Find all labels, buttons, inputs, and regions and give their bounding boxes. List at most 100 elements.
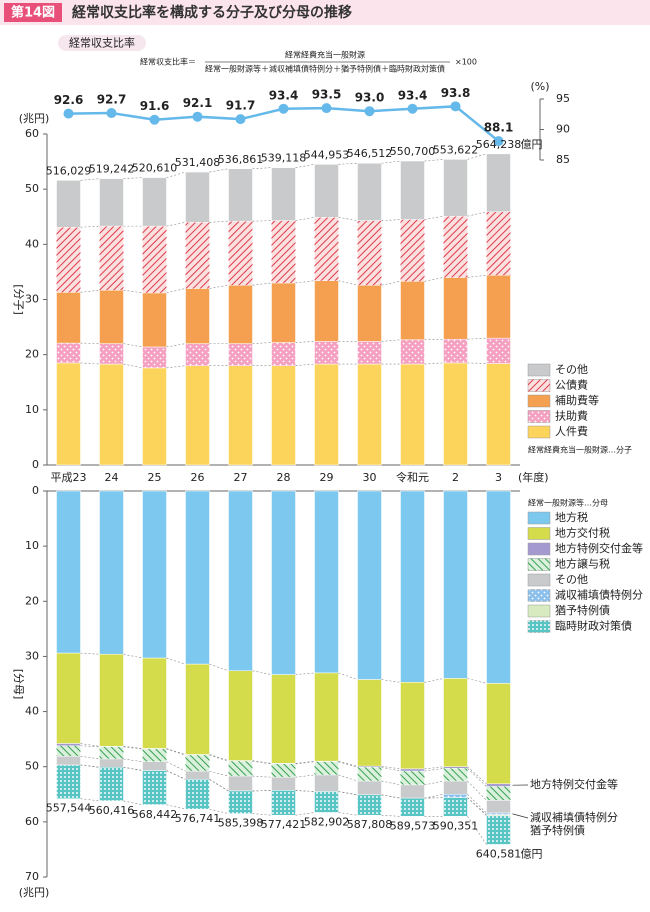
formula-multiplier: ×100 (455, 58, 477, 67)
connector (252, 282, 272, 286)
connector (166, 804, 186, 810)
pattern-overlay (443, 797, 468, 817)
pattern-overlay (314, 341, 339, 365)
pattern-overlay (99, 343, 124, 365)
ratio-point (450, 101, 461, 112)
pattern-overlay (271, 220, 296, 283)
pattern-overlay (271, 342, 296, 366)
bar-segment (99, 289, 124, 344)
connector (338, 672, 358, 680)
connector (209, 808, 229, 814)
y-tick-label: 20 (25, 348, 39, 361)
pattern-overlay (185, 343, 210, 366)
bar-segment (142, 367, 167, 466)
bar-segment (56, 292, 81, 344)
bar-segment (443, 490, 468, 679)
ratio-point (63, 108, 74, 119)
bar-segment (185, 365, 210, 466)
connector (338, 791, 358, 796)
connector (80, 362, 100, 365)
ratio-point (364, 106, 375, 117)
total-label: 560,416 (89, 804, 135, 817)
connector (252, 813, 272, 816)
bar-segment (486, 490, 511, 684)
bar-segment (357, 162, 382, 221)
bar-segment (400, 160, 425, 220)
connector (123, 746, 143, 750)
pattern-overlay (443, 768, 468, 782)
legend-label: 減収補填債特例分 (555, 588, 643, 602)
bar-segment (357, 363, 382, 466)
connector (381, 814, 401, 817)
connector (338, 217, 358, 221)
total-label: 519,242 (89, 163, 135, 176)
connector (123, 800, 143, 806)
connector (424, 768, 444, 772)
bar-segment (314, 672, 339, 762)
bar-segment (142, 177, 167, 227)
connector (467, 794, 487, 814)
connector (209, 770, 229, 777)
total-label: 568,442 (132, 808, 178, 821)
connector (166, 288, 186, 294)
annotation: 減収補填債特例分 (530, 810, 618, 824)
y2-axis-label: (%) (530, 80, 549, 93)
bar-segment (314, 490, 339, 674)
y-unit: (兆円) (19, 886, 50, 899)
connector (295, 774, 315, 778)
annotation: 地方特例交付金等 (530, 777, 618, 791)
y-tick-label: 70 (25, 870, 39, 883)
pattern-overlay (185, 222, 210, 289)
bar-segment (185, 770, 210, 780)
connector (424, 766, 444, 770)
bar-segment (56, 490, 81, 654)
total-label: 564,238 (476, 138, 522, 151)
bar-segment (486, 363, 511, 466)
pattern-overlay (142, 749, 167, 762)
x-tick-label: 28 (277, 471, 291, 484)
total-label: 582,902 (304, 815, 350, 828)
connector (295, 672, 315, 675)
bar-segment (271, 167, 296, 221)
total-label: 550,700 (390, 145, 436, 158)
connector (424, 678, 444, 683)
ratio-label: 91.6 (140, 99, 170, 113)
bar-segment (357, 284, 382, 342)
connector (123, 766, 143, 771)
y2-tick-label: 95 (556, 92, 570, 105)
pattern-overlay (486, 338, 511, 364)
connector (381, 679, 401, 683)
connector (424, 780, 444, 786)
pattern-overlay (486, 786, 511, 801)
connector (338, 761, 358, 768)
pattern-overlay (56, 765, 81, 799)
connector (338, 760, 358, 767)
bar-segment (185, 490, 210, 665)
pattern-overlay (400, 771, 425, 785)
ratio-label: 91.7 (226, 99, 256, 113)
ratio-point (278, 103, 289, 114)
connector (252, 167, 272, 170)
connector (166, 365, 186, 369)
connector (381, 780, 401, 786)
y-tick-label: 40 (25, 237, 39, 250)
ratio-label: 93.5 (312, 88, 342, 102)
connector (295, 217, 315, 221)
connector (295, 164, 315, 168)
formula-denominator: 経常一般財源等＋減収補填債特例分＋猶予特例債＋臨時財政対策債 (205, 64, 445, 74)
connector (467, 211, 487, 217)
figure-no: 第14図 (11, 5, 55, 21)
total-label: 585,398 (218, 817, 264, 830)
legend-note: 経常経費充当一般財源…分子 (528, 445, 632, 455)
total-label: 589,573 (390, 819, 436, 832)
connector (381, 339, 401, 342)
bar-segment (314, 280, 339, 342)
x-tick-label: 24 (105, 471, 119, 484)
legend-pattern (528, 620, 550, 633)
connector (123, 746, 143, 749)
total-unit: 億円 (521, 138, 543, 151)
connector (80, 225, 100, 228)
pattern-overlay (56, 343, 81, 363)
ratio-label: 92.6 (54, 93, 84, 107)
